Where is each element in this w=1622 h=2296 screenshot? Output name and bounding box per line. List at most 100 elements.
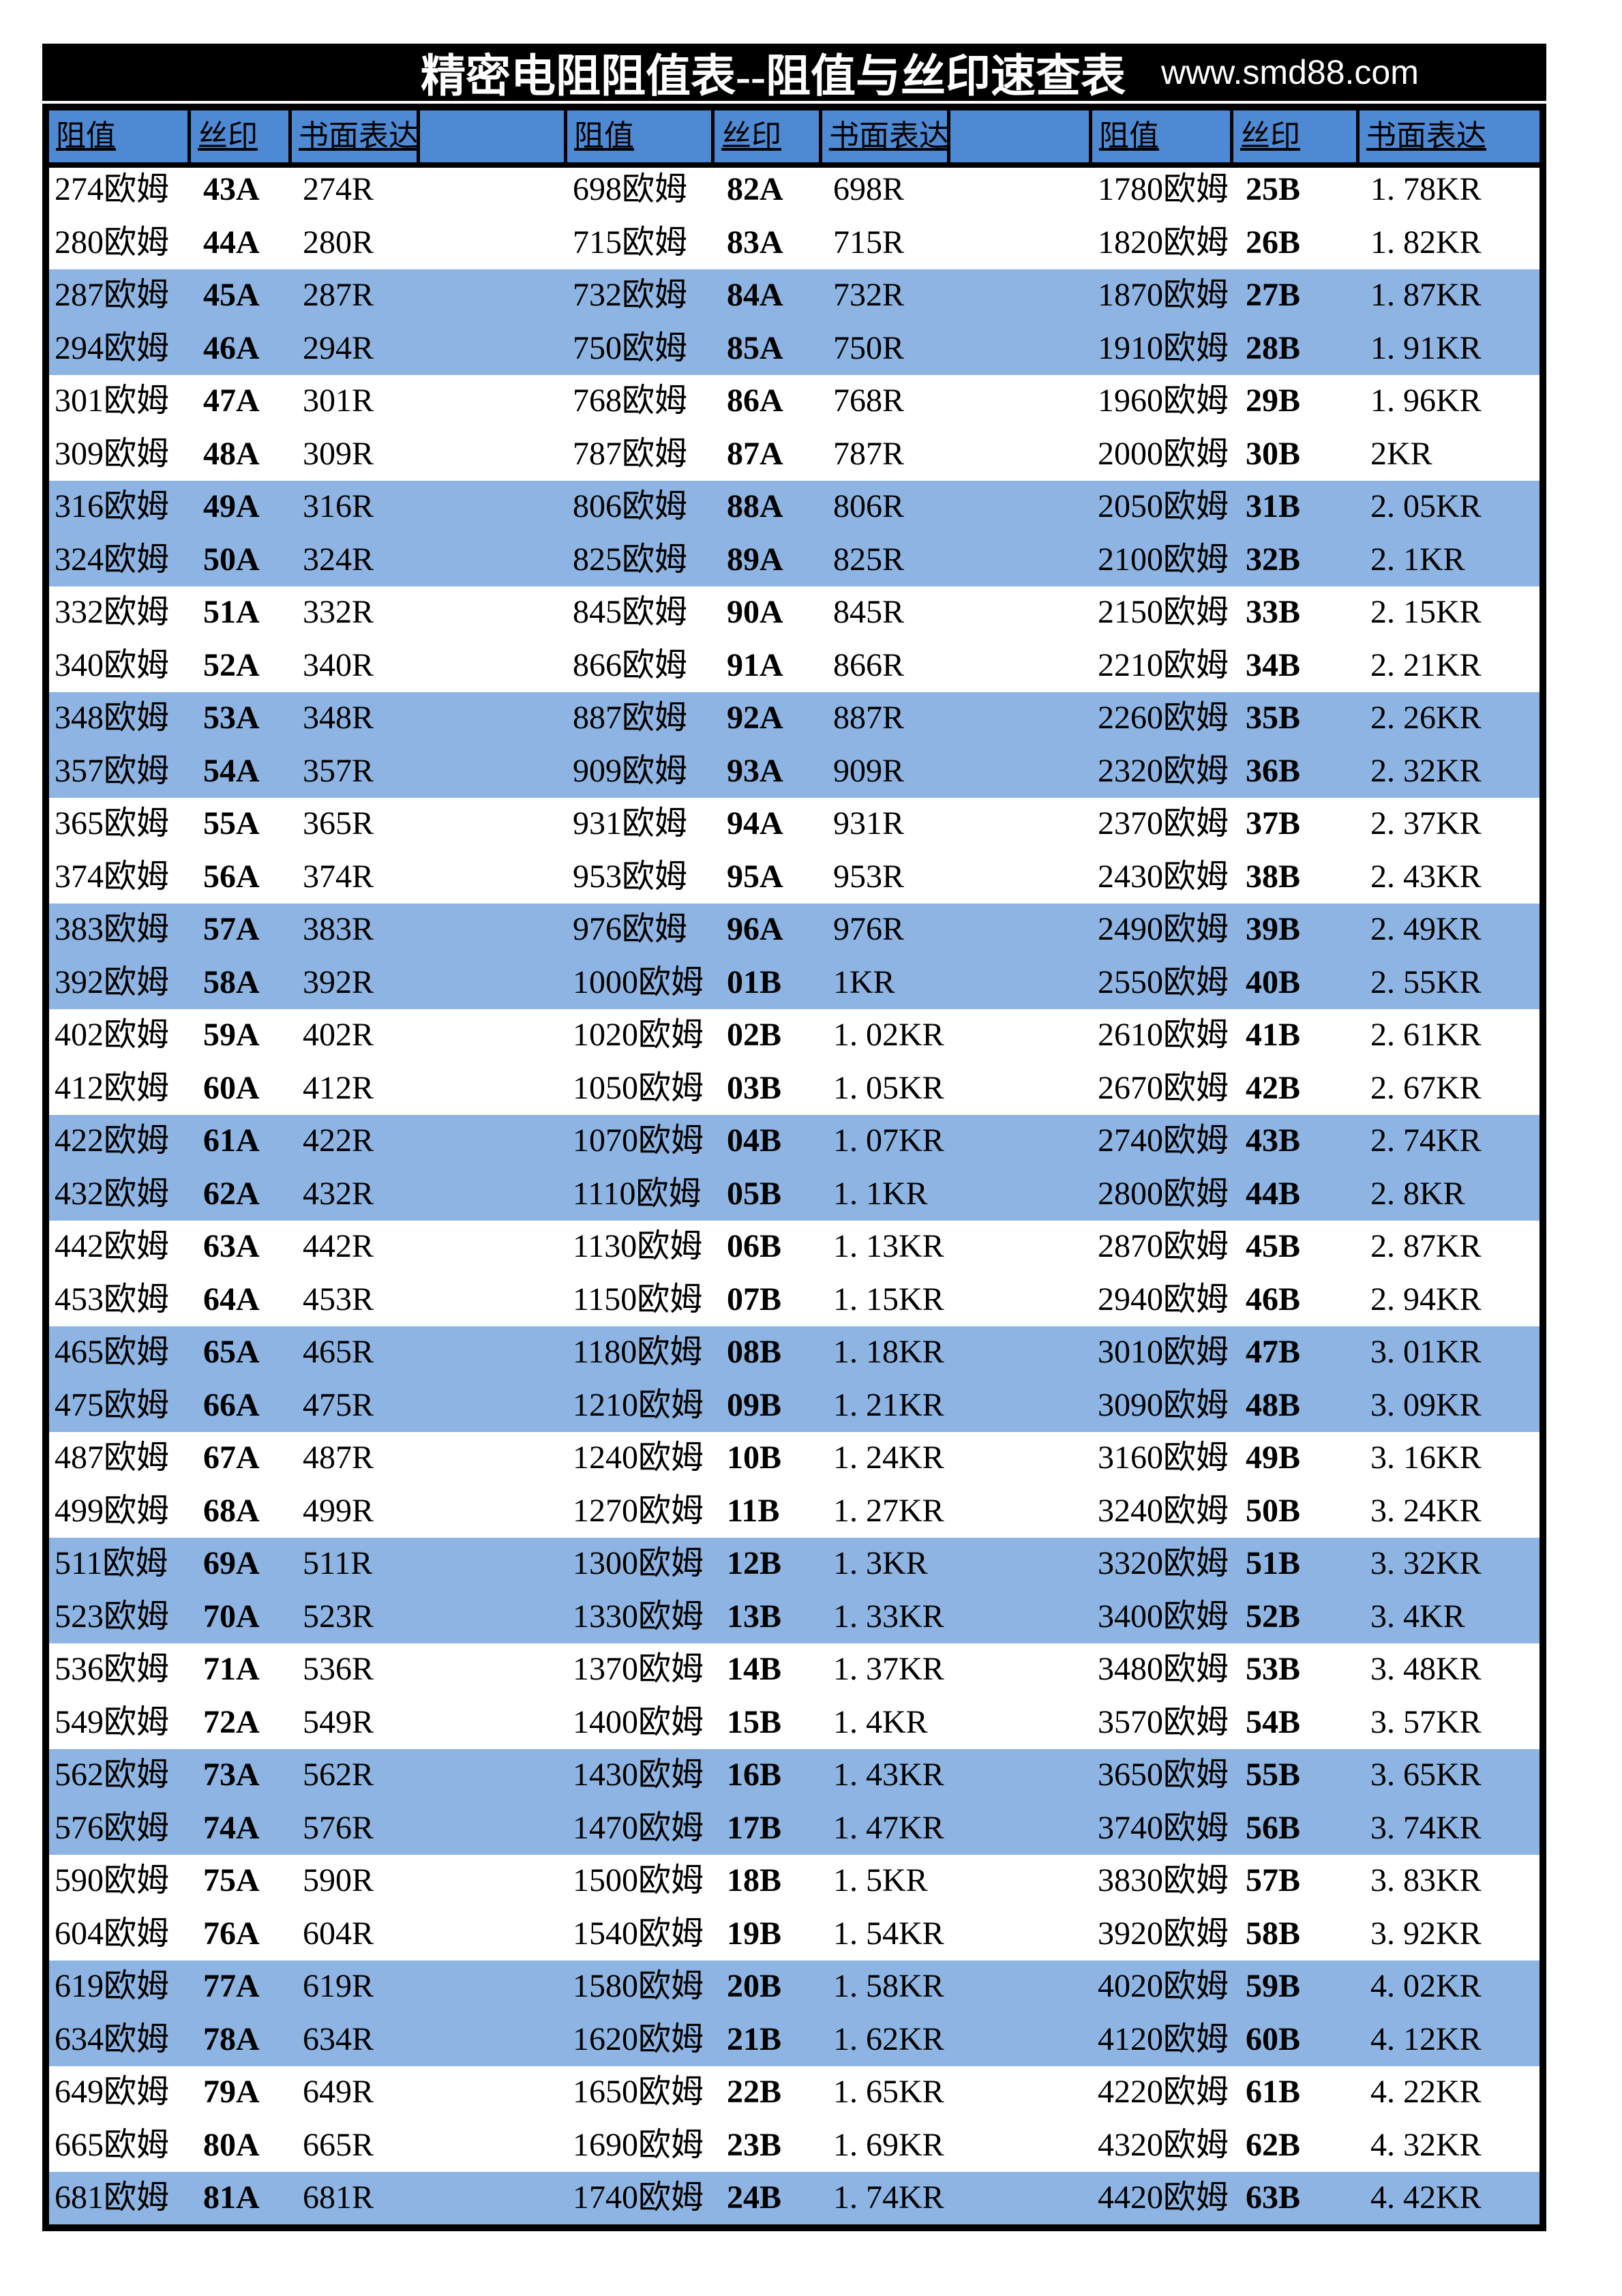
- cell-written: 4. 42KR: [1360, 2171, 1540, 2224]
- cell-written: 715R: [833, 224, 905, 260]
- cell-written: 365R: [303, 805, 374, 842]
- cell-written: 1. 43KR: [822, 1748, 950, 1802]
- cell-resistance: 2870欧姆: [1098, 1228, 1229, 1265]
- cell-silkscreen: 58A: [191, 956, 292, 1009]
- row-spacer: [420, 1379, 567, 1432]
- cell-silkscreen: 57B: [1246, 1862, 1301, 1899]
- cell-silkscreen: 12B: [715, 1537, 822, 1590]
- cell-silkscreen: 79A: [203, 2074, 260, 2111]
- cell-written: 523R: [292, 1590, 420, 1643]
- cell-silkscreen: 16B: [715, 1748, 822, 1802]
- cell-resistance: 1150欧姆: [573, 1281, 703, 1317]
- cell-written: 976R: [822, 903, 950, 956]
- cell-written: 1. 82KR: [1370, 224, 1482, 260]
- row-spacer: [420, 2171, 567, 2224]
- cell-resistance: 825欧姆: [567, 533, 715, 586]
- cell-silkscreen: 13B: [715, 1590, 822, 1643]
- cell-silkscreen: 53A: [191, 691, 292, 745]
- cell-resistance: 487欧姆: [55, 1440, 170, 1476]
- cell-written: 1. 07KR: [822, 1114, 950, 1167]
- cell-written: 1. 21KR: [822, 1379, 950, 1432]
- row-spacer: [950, 1114, 1092, 1167]
- row-spacer: [420, 1273, 567, 1326]
- cell-written: 1. 74KR: [822, 2171, 950, 2224]
- row-spacer: [420, 533, 567, 586]
- cell-written: 604R: [303, 1915, 374, 1952]
- cell-resistance: 294欧姆: [49, 322, 191, 375]
- cell-resistance: 1240欧姆: [573, 1440, 704, 1476]
- cell-written: 732R: [822, 269, 950, 322]
- cell-resistance: 1540欧姆: [573, 1915, 704, 1952]
- cell-resistance: 536欧姆: [55, 1651, 170, 1688]
- cell-silkscreen: 60A: [203, 1069, 260, 1106]
- row-spacer: [950, 639, 1092, 692]
- cell-silkscreen: 37B: [1246, 805, 1301, 842]
- cell-written: 432R: [292, 1167, 420, 1221]
- cell-written: 845R: [833, 594, 905, 631]
- cell-written: 665R: [303, 2126, 374, 2163]
- cell-written: 698R: [833, 171, 905, 208]
- cell-silkscreen: 65A: [191, 1326, 292, 1379]
- cell-silkscreen: 78A: [191, 2013, 292, 2066]
- cell-written: 1. 62KR: [822, 2013, 950, 2066]
- cell-resistance: 2550欧姆: [1092, 956, 1233, 1009]
- row-spacer: [950, 1907, 1092, 1960]
- cell-written: 294R: [292, 322, 420, 375]
- cell-silkscreen: 43B: [1233, 1114, 1360, 1167]
- cell-resistance: 634欧姆: [49, 2013, 191, 2066]
- cell-written: 4. 22KR: [1370, 2074, 1482, 2111]
- cell-silkscreen: 50A: [191, 533, 292, 586]
- row-spacer: [420, 480, 567, 533]
- row-spacer: [950, 1802, 1092, 1855]
- cell-resistance: 1650欧姆: [573, 2074, 704, 2111]
- cell-written: 634R: [292, 2013, 420, 2066]
- cell-resistance: 2150欧姆: [1098, 594, 1229, 631]
- cell-written: 2KR: [1370, 435, 1432, 472]
- cell-resistance: 2740欧姆: [1092, 1114, 1233, 1167]
- cell-silkscreen: 67A: [203, 1440, 260, 1476]
- cell-written: 287R: [292, 269, 420, 322]
- row-spacer: [950, 1485, 1092, 1538]
- cell-silkscreen: 46A: [191, 322, 292, 375]
- cell-resistance: 953欧姆: [573, 858, 688, 895]
- cell-written: 3. 83KR: [1370, 1862, 1482, 1899]
- cell-resistance: 4420欧姆: [1092, 2171, 1233, 2224]
- row-spacer: [420, 691, 567, 745]
- row-spacer: [950, 480, 1092, 533]
- cell-resistance: 1180欧姆: [567, 1326, 715, 1379]
- cell-silkscreen: 22B: [727, 2074, 782, 2111]
- cell-written: 1. 96KR: [1370, 383, 1482, 419]
- cell-silkscreen: 29B: [1246, 383, 1301, 419]
- cell-written: 4. 12KR: [1360, 2013, 1540, 2066]
- cell-resistance: 3480欧姆: [1098, 1651, 1229, 1688]
- cell-silkscreen: 61B: [1246, 2074, 1301, 2111]
- cell-resistance: 931欧姆: [573, 805, 688, 842]
- cell-silkscreen: 93A: [715, 745, 822, 798]
- cell-resistance: 976欧姆: [567, 903, 715, 956]
- row-spacer: [420, 1855, 567, 1908]
- cell-written: 383R: [292, 903, 420, 956]
- cell-silkscreen: 94A: [727, 805, 783, 842]
- cell-resistance: 698欧姆: [573, 171, 688, 208]
- cell-written: 2. 94KR: [1370, 1281, 1482, 1317]
- cell-silkscreen: 08B: [715, 1326, 822, 1379]
- row-spacer: [950, 2013, 1092, 2066]
- row-spacer: [420, 216, 567, 269]
- row-spacer: [420, 639, 567, 692]
- cell-silkscreen: 26B: [1246, 224, 1301, 260]
- cell-written: 2. 74KR: [1360, 1114, 1540, 1167]
- cell-silkscreen: 48B: [1233, 1379, 1360, 1432]
- cell-written: 402R: [303, 1017, 374, 1054]
- cell-silkscreen: 09B: [715, 1379, 822, 1432]
- cell-written: 511R: [292, 1537, 420, 1590]
- cell-resistance: 348欧姆: [49, 691, 191, 745]
- cell-written: 487R: [303, 1440, 374, 1476]
- row-spacer: [420, 428, 567, 481]
- cell-silkscreen: 69A: [191, 1537, 292, 1590]
- cell-silkscreen: 70A: [191, 1590, 292, 1643]
- cell-resistance: 2370欧姆: [1098, 805, 1229, 842]
- cell-written: 1. 65KR: [833, 2074, 944, 2111]
- cell-resistance: 576欧姆: [49, 1802, 191, 1855]
- cell-silkscreen: 58B: [1246, 1915, 1301, 1952]
- cell-resistance: 1870欧姆: [1092, 269, 1233, 322]
